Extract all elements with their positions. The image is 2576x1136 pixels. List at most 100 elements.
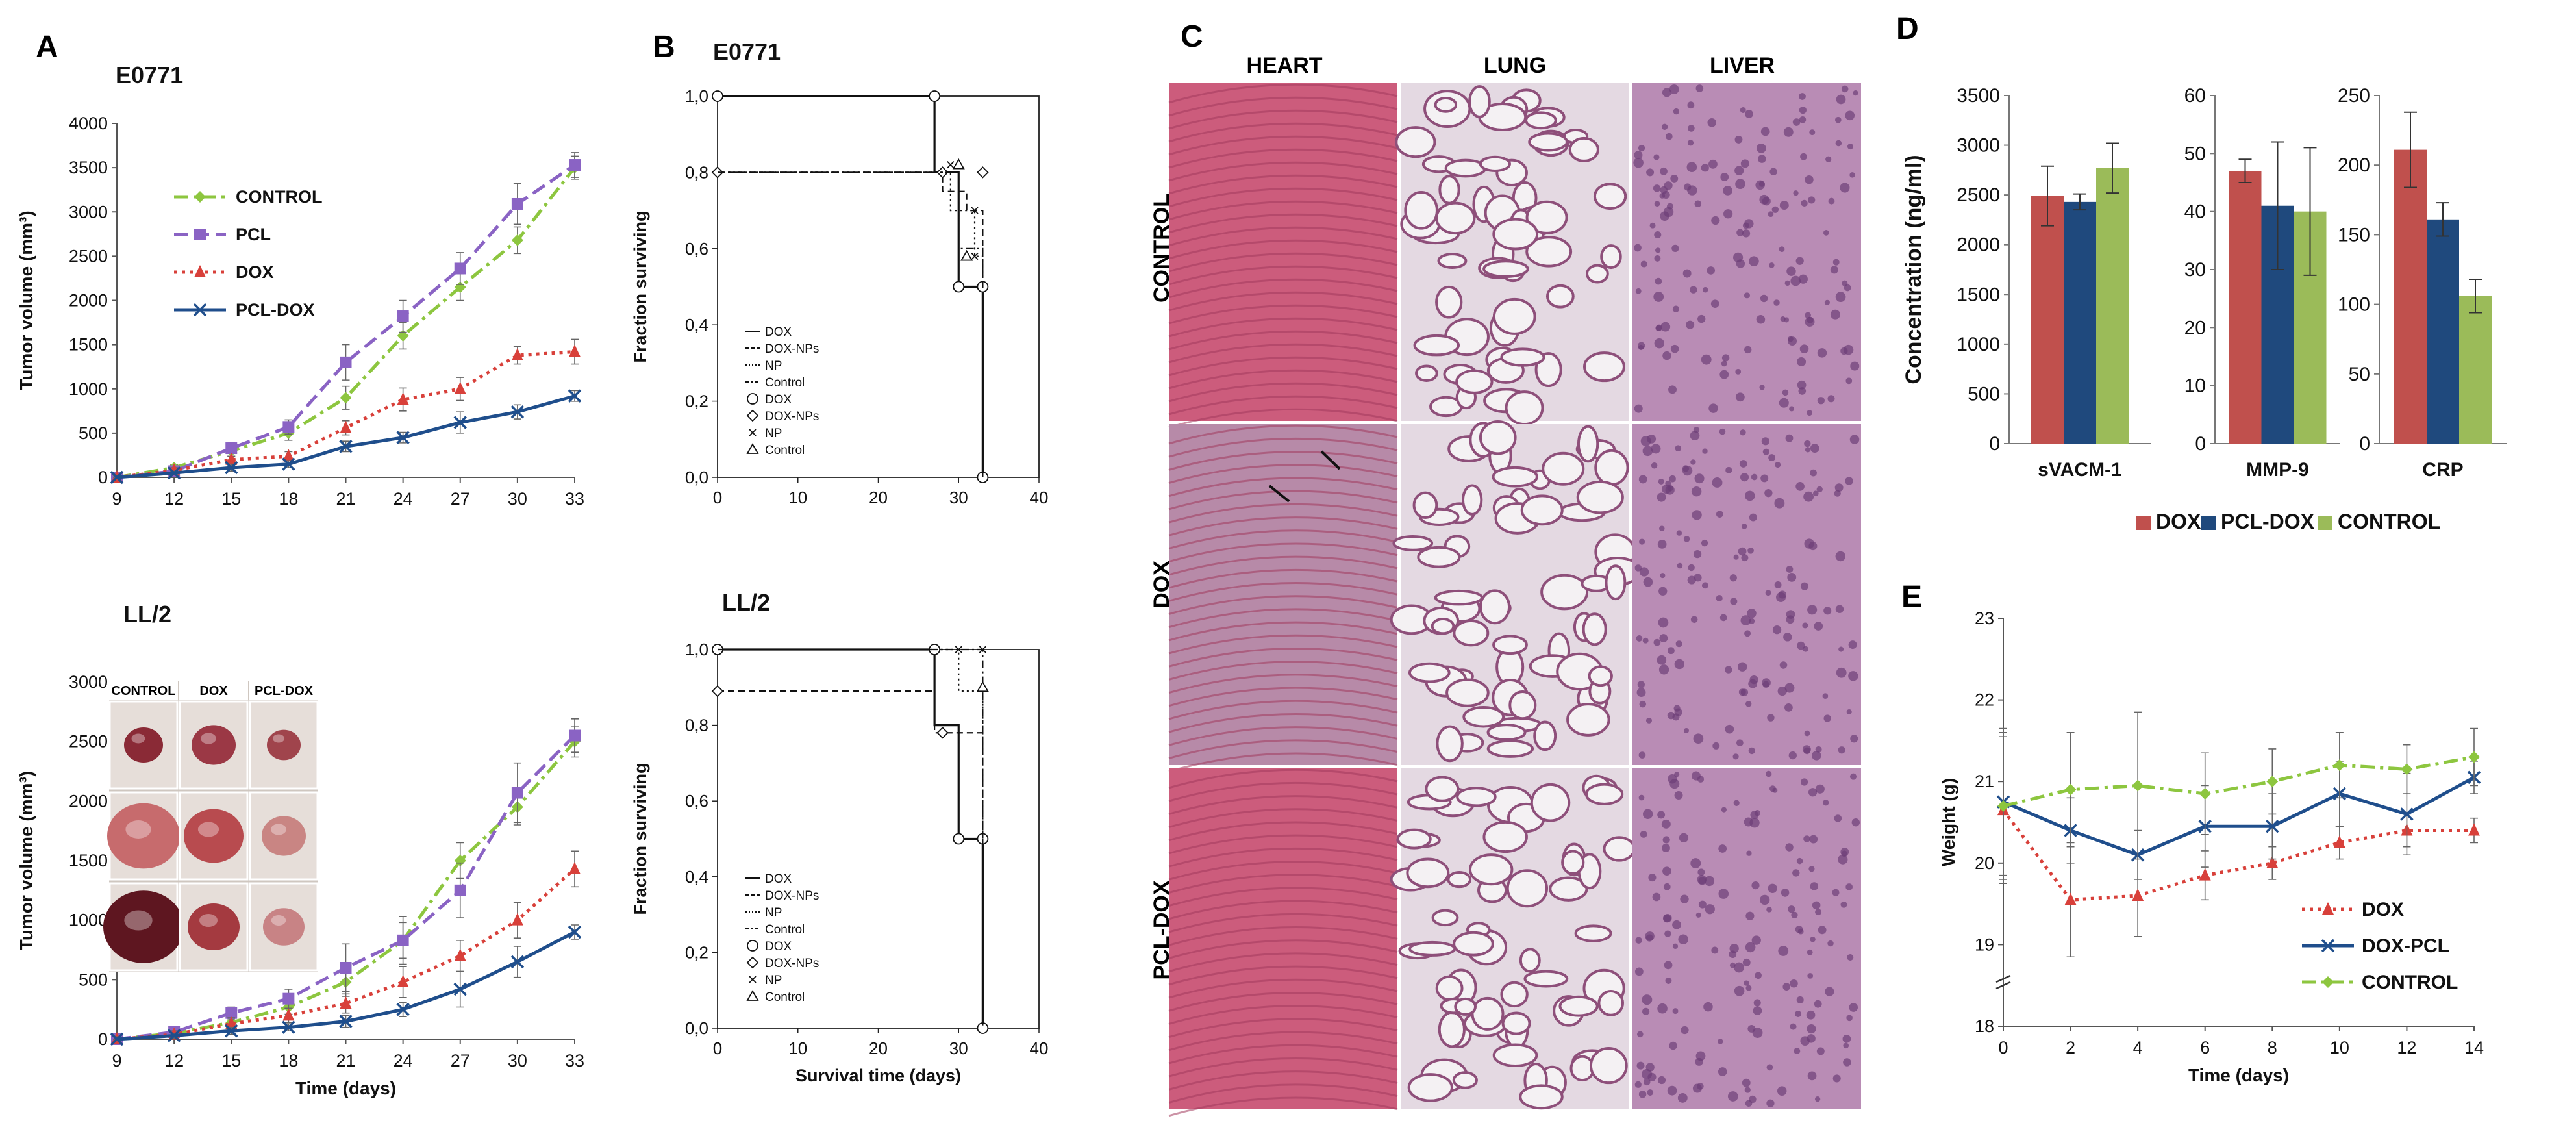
- y-tick-label: 0,2: [685, 392, 708, 411]
- y-tick-label: 0,4: [685, 867, 708, 887]
- alveolus: [1582, 612, 1607, 646]
- legend-label: PCL: [236, 225, 271, 244]
- y-tick-label: 21: [1975, 772, 1994, 791]
- cell-nucleus: [1838, 646, 1844, 652]
- data-point: [282, 992, 295, 1005]
- cell-nucleus: [1774, 498, 1785, 509]
- survival-series-control: [718, 648, 989, 1028]
- cell-nucleus: [1718, 889, 1729, 899]
- photo-header-dox: DOX: [199, 684, 228, 698]
- y-tick-label: 0: [98, 1029, 108, 1049]
- alveolus: [1425, 776, 1460, 802]
- alveolus: [1577, 425, 1599, 463]
- cell-nucleus: [1660, 322, 1671, 332]
- censor-diamond: [746, 409, 759, 422]
- x-tick-label: 30: [508, 1051, 527, 1070]
- y-tick-label: 2500: [69, 732, 108, 751]
- cell-nucleus: [1751, 881, 1760, 890]
- muscle-fiber: [1168, 265, 1398, 286]
- y-tick-label: 0,0: [685, 1018, 708, 1038]
- tumor-highlight: [125, 820, 151, 839]
- category-label: MMP-9: [2246, 459, 2309, 481]
- muscle-fiber: [1168, 343, 1398, 364]
- cell-nucleus: [1676, 530, 1682, 536]
- cell-nucleus: [1662, 866, 1671, 876]
- x-tick-label: 40: [1030, 1039, 1049, 1058]
- cell-nucleus: [1653, 184, 1661, 192]
- cell-nucleus: [1812, 751, 1821, 761]
- cell-nucleus: [1672, 305, 1680, 312]
- cell-nucleus: [1810, 882, 1819, 890]
- cell-nucleus: [1634, 151, 1643, 160]
- survival-curve: [718, 648, 984, 1028]
- y-axis-label: Fraction surviving: [631, 210, 650, 362]
- chart-title: E0771: [713, 38, 781, 65]
- survival-series-np: [718, 646, 987, 1028]
- cell-nucleus: [1634, 967, 1644, 976]
- cell-nucleus: [1703, 1002, 1713, 1012]
- cell-nucleus: [1755, 972, 1762, 979]
- cell-nucleus: [1751, 473, 1758, 481]
- series-pcl-dox: [110, 389, 582, 485]
- cell-nucleus: [1647, 434, 1657, 444]
- cell-nucleus: [1781, 889, 1790, 897]
- legend-label: CONTROL: [2338, 510, 2440, 533]
- cell-nucleus: [1769, 168, 1777, 176]
- cell-nucleus: [1634, 244, 1642, 252]
- cell-nucleus: [1823, 607, 1832, 615]
- cell-nucleus: [1736, 259, 1745, 268]
- muscle-fiber: [1168, 1031, 1398, 1052]
- y-tick-label: 1500: [69, 335, 108, 355]
- alveolus: [1431, 909, 1459, 927]
- survival-curve: [718, 690, 984, 1028]
- y-tick-label: 1500: [1957, 284, 2000, 305]
- cell-nucleus: [1776, 592, 1786, 602]
- alveolus: [1603, 836, 1636, 862]
- muscle-fiber: [1168, 304, 1398, 325]
- cell-nucleus: [1795, 257, 1804, 265]
- cell-nucleus: [1647, 1089, 1654, 1096]
- alveolus: [1437, 253, 1468, 269]
- cell-nucleus: [1823, 230, 1829, 236]
- cell-nucleus: [1668, 774, 1677, 784]
- cell-nucleus: [1838, 854, 1848, 865]
- cell-nucleus: [1796, 857, 1803, 865]
- cell-nucleus: [1687, 185, 1697, 196]
- x-tick-label: 18: [279, 489, 298, 509]
- cell-nucleus: [1672, 713, 1680, 721]
- cell-nucleus: [1660, 167, 1668, 175]
- cell-nucleus: [1655, 247, 1661, 253]
- cell-nucleus: [1804, 538, 1814, 549]
- survival-series-control: [718, 158, 984, 477]
- y-tick-label: 200: [2338, 155, 2370, 176]
- cell-nucleus: [1792, 118, 1801, 126]
- muscle-fiber: [1168, 529, 1398, 549]
- data-point: [569, 729, 581, 742]
- cell-nucleus: [1783, 633, 1792, 642]
- censor-triangle: [952, 158, 965, 170]
- muscle-fiber: [1168, 913, 1398, 933]
- arrow-annotation: [1268, 450, 1341, 503]
- data-point: [225, 1007, 238, 1019]
- data-point: [2400, 807, 2414, 821]
- series-pcl-dox: [110, 924, 582, 1046]
- cell-nucleus: [1658, 617, 1669, 628]
- cell-nucleus: [1736, 229, 1744, 236]
- cell-nucleus: [1851, 818, 1860, 827]
- photo-cells: [103, 700, 319, 972]
- alveolus: [1540, 574, 1589, 611]
- cell-nucleus: [1669, 475, 1676, 483]
- tissue-image: [1169, 83, 1397, 421]
- cell-nucleus: [1668, 385, 1677, 394]
- cell-nucleus: [1741, 524, 1747, 529]
- survival-curve: [718, 648, 984, 1028]
- tumor-image: [267, 729, 301, 761]
- cell-nucleus: [1690, 616, 1698, 624]
- cell-nucleus: [1729, 944, 1739, 953]
- y-tick-label: 0: [2195, 433, 2206, 455]
- cell-nucleus: [1672, 1008, 1679, 1015]
- alveolus: [1413, 334, 1460, 357]
- cell-nucleus: [1805, 175, 1814, 184]
- cell-nucleus: [1646, 168, 1655, 177]
